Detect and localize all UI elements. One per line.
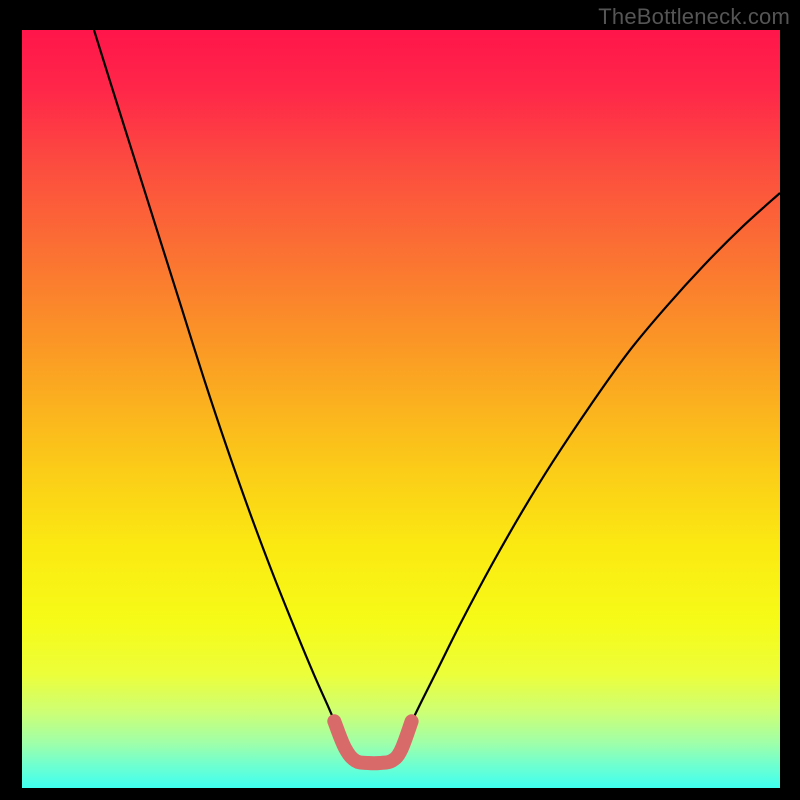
curve-left (94, 30, 339, 731)
plot-area (22, 30, 780, 788)
plot-frame (22, 30, 780, 788)
curve-connector (334, 721, 411, 763)
watermark-text: TheBottleneck.com (598, 4, 790, 30)
curves-layer (22, 30, 780, 788)
curve-right (407, 193, 780, 731)
